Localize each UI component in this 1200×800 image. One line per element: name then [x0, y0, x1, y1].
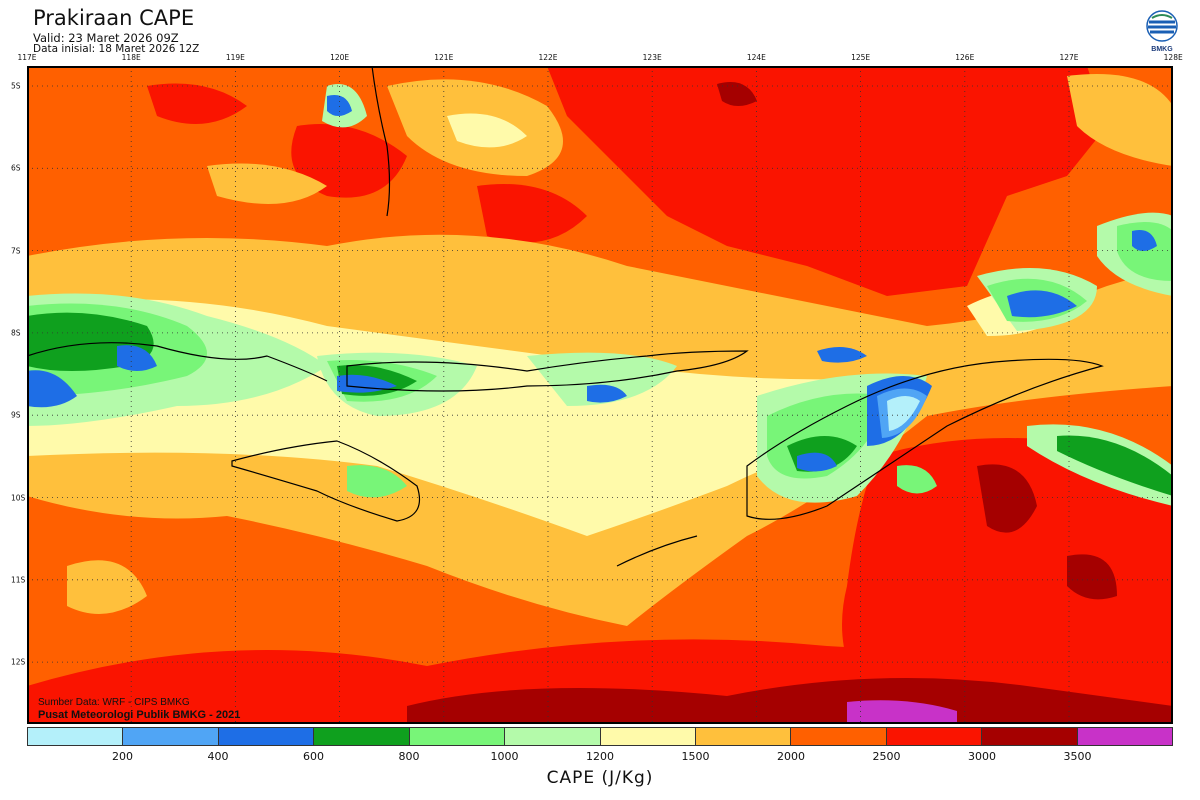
legend-color-swatch [218, 728, 315, 745]
latitude-label: 11S [11, 575, 26, 585]
legend-tick-label: 1500 [681, 750, 710, 763]
legend-tick-label: 1200 [586, 750, 614, 763]
longitude-label: 123E [642, 53, 662, 62]
logo-text: BMKG [1151, 46, 1173, 53]
legend-tick-label: 200 [112, 750, 133, 763]
map-title: Prakiraan CAPE [33, 6, 195, 30]
latitude-label: 6S [11, 163, 21, 173]
legend-color-swatch [1077, 728, 1173, 745]
latitude-label: 10S [11, 493, 26, 502]
legend-color-swatch [982, 728, 1078, 745]
legend-tick-label: 3500 [1063, 750, 1092, 763]
longitude-label: 118E [121, 53, 141, 62]
latitude-label: 7S [11, 246, 21, 256]
legend-color-swatch [695, 728, 792, 745]
initial-time: Data inisial: 18 Maret 2026 12Z [33, 43, 200, 55]
longitude-label: 121E [434, 53, 454, 62]
longitude-label: 122E [538, 53, 558, 62]
color-legend-bar [27, 727, 1173, 746]
legend-tick-label: 400 [207, 750, 229, 763]
map-frame [27, 66, 1173, 724]
legend-tick-label: 2500 [872, 750, 901, 763]
longitude-label: 120E [330, 53, 350, 62]
longitude-label: 117E [17, 53, 37, 62]
legend-color-swatch [409, 728, 506, 745]
longitude-label: 127E [1059, 53, 1079, 62]
legend-color-swatch [791, 728, 887, 745]
legend-tick-label: 600 [303, 750, 324, 763]
sumbawa-island [27, 342, 328, 382]
longitude-label: 124E [746, 53, 766, 62]
legend-color-swatch [886, 728, 983, 745]
data-source-credit: Sumber Data: WRF - CIPS BMKG [38, 697, 190, 708]
producer-credit: Pusat Meteorologi Publik BMKG - 2021 [38, 709, 241, 721]
sumba-island [231, 440, 421, 522]
sulawesi-coast [371, 66, 391, 217]
valid-time: Valid: 23 Maret 2026 09Z [33, 31, 179, 45]
legend-color-swatch [600, 728, 696, 745]
legend-color-swatch [123, 728, 219, 745]
roti-island [616, 535, 698, 567]
latitude-label: 9S [11, 410, 21, 420]
latitude-label: 5S [11, 81, 21, 91]
cape-map [27, 66, 1173, 724]
longitude-label: 125E [851, 53, 871, 62]
coastlines [27, 66, 1104, 567]
longitude-label: 126E [955, 53, 975, 62]
latitude-label: 8S [11, 328, 21, 338]
legend-color-swatch [505, 728, 601, 745]
legend-tick-label: 800 [398, 750, 420, 763]
bmkg-logo: BMKG [1145, 10, 1179, 53]
bmkg-globe-icon [1146, 10, 1178, 42]
flores-island [346, 350, 749, 392]
longitude-label: 119E [225, 53, 245, 62]
timor-island [746, 358, 1104, 520]
legend-tick-label: 1000 [490, 750, 519, 763]
legend-tick-label: 3000 [968, 750, 996, 763]
legend-axis-label: CAPE (J/Kg) [546, 768, 654, 788]
cape-contours [27, 66, 1173, 724]
longitude-label: 128E [1163, 53, 1183, 62]
latitude-label: 12S [11, 657, 26, 667]
graticule [27, 66, 1173, 724]
legend-tick-label: 2000 [777, 750, 805, 763]
legend-color-swatch [28, 728, 124, 745]
legend-color-swatch [314, 728, 410, 745]
